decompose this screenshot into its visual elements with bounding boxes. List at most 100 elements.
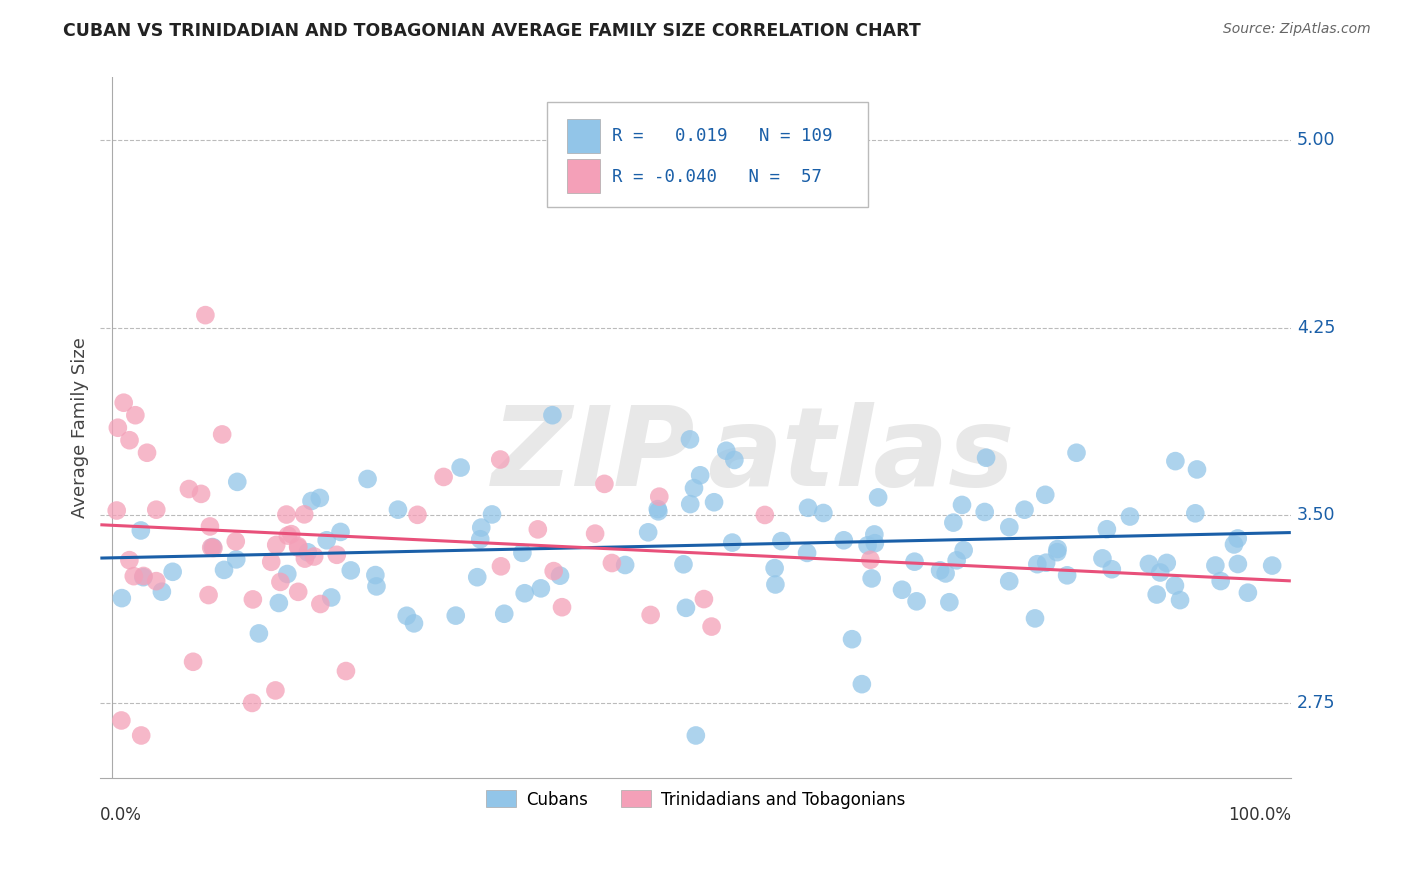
Point	[406, 508, 429, 522]
Text: 100.0%: 100.0%	[1227, 806, 1291, 824]
Point	[527, 522, 550, 536]
Point	[998, 574, 1021, 589]
Text: 5.00: 5.00	[1296, 131, 1336, 149]
Point	[1261, 558, 1284, 573]
Point	[264, 683, 287, 698]
Point	[240, 696, 263, 710]
Text: 4.25: 4.25	[1296, 318, 1336, 336]
Point	[267, 596, 290, 610]
Point	[905, 594, 928, 608]
Point	[859, 553, 882, 567]
Point	[1185, 462, 1208, 476]
Point	[679, 497, 702, 511]
Point	[614, 558, 637, 572]
Point	[851, 677, 873, 691]
Point	[366, 579, 388, 593]
Point	[1209, 574, 1232, 588]
Point	[181, 655, 204, 669]
Point	[225, 552, 247, 566]
Point	[202, 541, 225, 555]
Point	[1046, 545, 1069, 559]
Point	[1149, 566, 1171, 580]
Point	[297, 545, 319, 559]
Point	[1119, 509, 1142, 524]
Text: 3.50: 3.50	[1296, 507, 1336, 524]
Point	[974, 450, 997, 465]
Point	[335, 664, 357, 678]
Point	[200, 541, 222, 555]
Point	[685, 729, 707, 743]
Point	[292, 508, 315, 522]
Point	[1226, 557, 1249, 571]
Point	[1033, 488, 1056, 502]
Point	[998, 520, 1021, 534]
Point	[513, 586, 536, 600]
FancyBboxPatch shape	[547, 102, 868, 207]
Point	[512, 546, 534, 560]
Text: R =   0.019   N = 109: R = 0.019 N = 109	[612, 128, 832, 145]
Point	[150, 584, 173, 599]
Point	[945, 553, 967, 567]
Point	[309, 597, 332, 611]
Point	[287, 541, 309, 555]
FancyBboxPatch shape	[567, 160, 600, 193]
Point	[1014, 502, 1036, 516]
Point	[247, 626, 270, 640]
Point	[433, 470, 456, 484]
Point	[112, 395, 135, 409]
Point	[129, 729, 152, 743]
Point	[860, 571, 883, 585]
Point	[122, 569, 145, 583]
Point	[356, 472, 378, 486]
Point	[280, 527, 302, 541]
Point	[301, 494, 323, 508]
Point	[162, 565, 184, 579]
Point	[841, 632, 863, 647]
Point	[450, 460, 472, 475]
Point	[339, 563, 361, 577]
Point	[489, 452, 512, 467]
Point	[891, 582, 914, 597]
Point	[470, 520, 492, 534]
Point	[1146, 587, 1168, 601]
Point	[395, 608, 418, 623]
Point	[444, 608, 467, 623]
Point	[110, 714, 132, 728]
Point	[470, 533, 492, 547]
Text: Source: ZipAtlas.com: Source: ZipAtlas.com	[1223, 22, 1371, 37]
Point	[201, 540, 224, 554]
Point	[1237, 585, 1260, 599]
Point	[583, 526, 606, 541]
Point	[177, 482, 200, 496]
Point	[287, 585, 309, 599]
Point	[329, 524, 352, 539]
Point	[402, 616, 425, 631]
Point	[1226, 532, 1249, 546]
Point	[648, 490, 671, 504]
Point	[269, 574, 291, 589]
Point	[145, 574, 167, 588]
Point	[197, 588, 219, 602]
Point	[637, 525, 659, 540]
Point	[211, 427, 233, 442]
Text: 2.75: 2.75	[1296, 694, 1336, 712]
Point	[1168, 593, 1191, 607]
Text: CUBAN VS TRINIDADIAN AND TOBAGONIAN AVERAGE FAMILY SIZE CORRELATION CHART: CUBAN VS TRINIDADIAN AND TOBAGONIAN AVER…	[63, 22, 921, 40]
Point	[1137, 557, 1160, 571]
Point	[277, 528, 299, 542]
Point	[364, 568, 387, 582]
Point	[683, 481, 706, 495]
Point	[111, 591, 134, 606]
Text: 0.0%: 0.0%	[100, 806, 142, 824]
Text: R = -0.040   N =  57: R = -0.040 N = 57	[612, 168, 823, 186]
Point	[689, 468, 711, 483]
Point	[1026, 557, 1049, 571]
Point	[1095, 522, 1118, 536]
Point	[465, 570, 488, 584]
Text: ZIP: ZIP	[492, 402, 696, 509]
Point	[129, 524, 152, 538]
Point	[935, 566, 957, 581]
Point	[723, 453, 745, 467]
Point	[212, 563, 235, 577]
Point	[863, 536, 886, 550]
